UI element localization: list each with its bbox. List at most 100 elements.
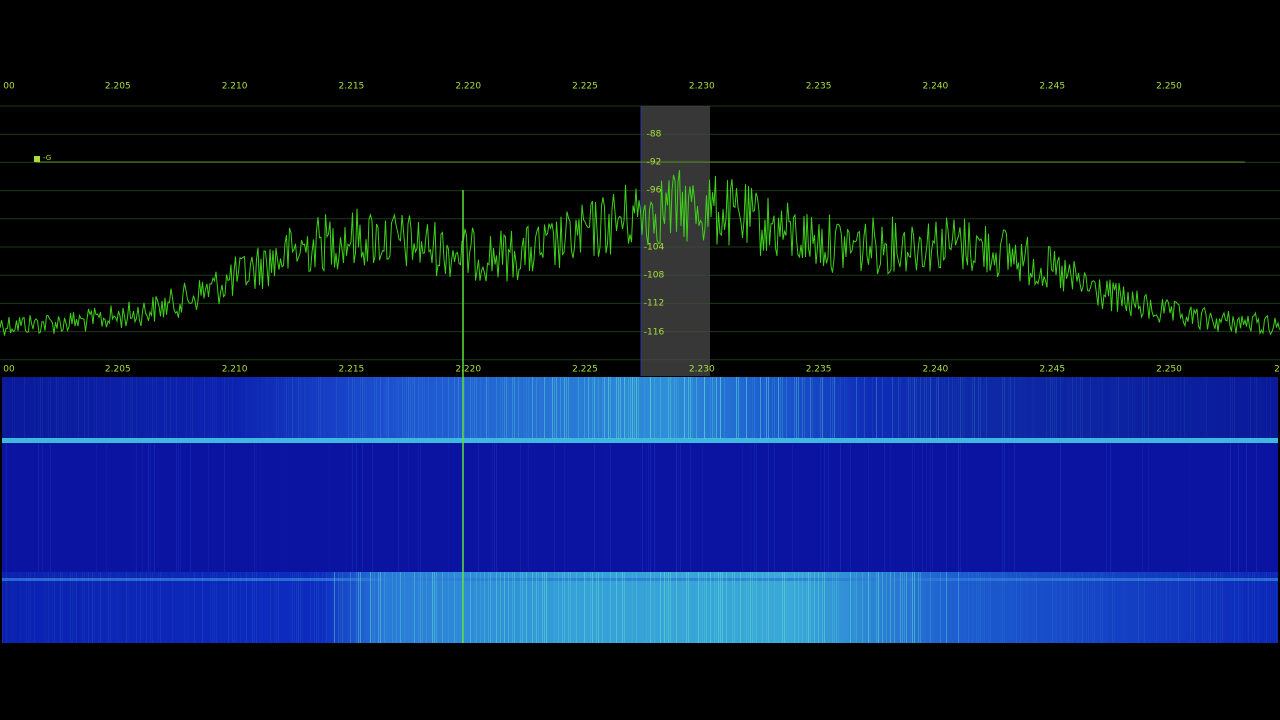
streak — [396, 377, 397, 439]
streak — [70, 377, 71, 439]
streak — [1208, 572, 1209, 643]
streak — [606, 443, 607, 572]
streak — [372, 443, 373, 572]
streak — [844, 377, 845, 439]
streak — [1032, 572, 1033, 643]
streak — [1248, 377, 1249, 439]
streak — [1132, 377, 1133, 439]
streak — [876, 377, 877, 439]
streak — [1106, 443, 1107, 572]
streak — [1270, 572, 1271, 643]
streak — [1262, 572, 1263, 643]
streak — [472, 377, 473, 439]
streak — [448, 377, 449, 439]
streak — [1168, 377, 1169, 439]
streak — [660, 572, 661, 643]
waterfall-streaks — [2, 377, 1277, 643]
streak — [616, 377, 617, 439]
streak — [1164, 377, 1165, 439]
streak — [88, 572, 89, 643]
streak — [810, 572, 811, 643]
streak — [490, 572, 491, 643]
streak — [672, 572, 673, 643]
frequency-label: 2.235 — [806, 365, 832, 375]
streak — [58, 377, 59, 439]
streak — [1148, 443, 1149, 572]
streak — [72, 572, 73, 643]
streak — [54, 572, 55, 643]
streak — [502, 377, 503, 439]
streak — [194, 572, 195, 643]
streak — [1124, 572, 1125, 643]
frequency-label: 2.235 — [806, 82, 832, 92]
streak — [842, 377, 843, 439]
streak — [1190, 443, 1191, 572]
frequency-label: 2.225 — [572, 365, 598, 375]
streak — [136, 377, 137, 439]
squelch-label: -G — [43, 154, 51, 162]
streak — [654, 377, 655, 439]
streak — [270, 572, 271, 643]
streak — [588, 377, 589, 439]
streak — [750, 572, 751, 643]
streak — [1004, 377, 1005, 439]
streak — [596, 572, 597, 643]
streak — [1054, 572, 1055, 643]
streak — [160, 572, 161, 643]
streak — [340, 572, 341, 643]
streak — [1100, 572, 1101, 643]
streak — [1010, 377, 1011, 439]
streak — [914, 377, 915, 439]
streak — [528, 443, 529, 572]
streak — [86, 572, 87, 643]
streak — [358, 572, 359, 643]
streak — [920, 377, 921, 439]
streak — [802, 572, 803, 643]
streak — [716, 572, 717, 643]
streak — [224, 443, 225, 572]
streak — [436, 572, 437, 643]
streak — [702, 572, 703, 643]
streak — [298, 377, 299, 439]
streak — [220, 572, 221, 643]
streak — [1268, 572, 1269, 643]
streak — [378, 572, 379, 643]
streak — [834, 377, 835, 439]
streak — [1066, 377, 1067, 439]
streak — [286, 377, 287, 439]
streak — [414, 377, 415, 439]
streak — [68, 377, 69, 439]
streak — [374, 377, 375, 439]
streak — [494, 443, 495, 572]
streak — [774, 572, 775, 643]
streak — [6, 377, 7, 439]
streak — [356, 572, 357, 643]
streak — [1006, 572, 1007, 643]
streak — [1000, 572, 1001, 643]
streak — [448, 572, 449, 643]
streak — [262, 572, 263, 643]
streak — [524, 377, 525, 439]
streak — [558, 572, 559, 643]
streak — [526, 572, 527, 643]
streak — [1056, 377, 1057, 439]
streak — [740, 443, 741, 572]
streak — [496, 377, 497, 439]
streak — [284, 377, 285, 439]
streak — [1074, 377, 1075, 439]
streak — [632, 572, 633, 643]
streak — [484, 572, 485, 643]
streak — [406, 377, 407, 439]
streak — [418, 443, 419, 572]
streak — [556, 572, 557, 643]
streak — [1002, 377, 1003, 439]
squelch-handle[interactable] — [34, 156, 40, 162]
streak — [226, 377, 227, 439]
streak — [116, 377, 117, 439]
streak — [838, 572, 839, 643]
streak — [1034, 572, 1035, 643]
streak — [1254, 572, 1255, 643]
streak — [328, 377, 329, 439]
streak — [978, 572, 979, 643]
streak — [278, 572, 279, 643]
